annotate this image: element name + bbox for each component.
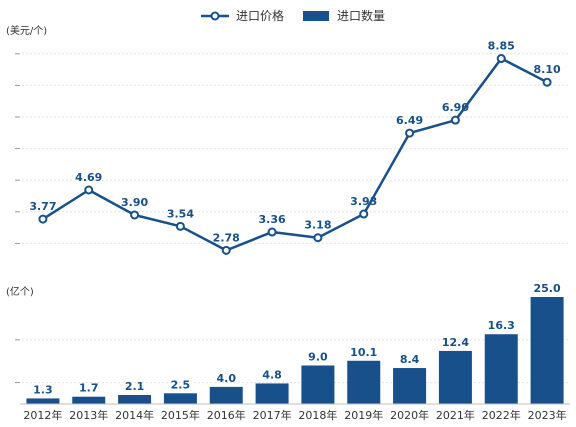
quantity-data-label: 4.0 xyxy=(217,372,237,385)
price-axis-ticks xyxy=(15,53,20,244)
quantity-gridlines xyxy=(22,339,570,384)
x-tick-label: 2023年 xyxy=(528,408,567,422)
legend: 进口价格 进口数量 xyxy=(201,8,385,23)
quantity-data-label: 9.0 xyxy=(308,350,328,363)
legend-item-quantity: 进口数量 xyxy=(303,8,385,23)
price-data-label: 6.90 xyxy=(442,101,469,114)
price-data-label: 3.77 xyxy=(29,200,56,213)
quantity-data-label: 12.4 xyxy=(442,336,469,349)
quantity-bar xyxy=(438,350,472,404)
price-data-labels: 3.77 4.69 3.90 3.54 2.78 3.36 3.18 3.93 6.49 6.90… xyxy=(29,40,561,245)
quantity-data-labels: 1.3 1.7 2.1 2.5 4.0 4.8 9.0 10.1 8.4 12.4 16.3 25.0 xyxy=(33,282,561,396)
price-data-label: 2.78 xyxy=(213,231,240,244)
price-data-label: 4.69 xyxy=(75,171,102,184)
x-tick-label: 2013年 xyxy=(69,408,108,422)
price-data-label: 3.18 xyxy=(304,219,331,232)
legend-label-price: 进口价格 xyxy=(236,8,284,23)
x-tick-label: 2021年 xyxy=(436,408,475,422)
price-data-label: 3.90 xyxy=(121,196,148,209)
price-data-label: 3.54 xyxy=(167,207,194,220)
quantity-data-label: 2.5 xyxy=(171,378,191,391)
quantity-bar xyxy=(209,386,243,404)
quantity-bar xyxy=(72,396,106,404)
quantity-data-label: 8.4 xyxy=(400,353,420,366)
price-point xyxy=(542,77,552,87)
price-data-label: 3.36 xyxy=(259,213,286,226)
price-series-line xyxy=(42,57,548,252)
quantity-data-label: 16.3 xyxy=(488,319,515,332)
price-data-label: 3.93 xyxy=(350,195,377,208)
quantity-data-label: 25.0 xyxy=(534,282,561,295)
quantity-bar xyxy=(484,334,518,404)
price-data-label: 8.85 xyxy=(488,40,515,53)
quantity-bar xyxy=(347,360,381,404)
quantity-bar xyxy=(393,368,427,404)
price-point xyxy=(450,115,460,125)
price-data-label: 8.10 xyxy=(534,63,561,76)
price-point xyxy=(496,54,506,64)
x-axis-tick-labels: 2012年 2013年 2014年 2015年 2016年 2017年 2018年 2019年… xyxy=(23,408,566,422)
x-tick-label: 2019年 xyxy=(344,408,383,422)
x-tick-label: 2016年 xyxy=(207,408,246,422)
quantity-bars xyxy=(26,297,564,404)
quantity-data-label: 1.7 xyxy=(79,382,99,395)
quantity-bar xyxy=(26,398,60,404)
price-point xyxy=(175,221,185,231)
quantity-bar xyxy=(163,393,197,404)
price-point xyxy=(405,128,415,138)
quantity-data-label: 2.1 xyxy=(125,380,145,393)
x-tick-label: 2022年 xyxy=(482,408,521,422)
x-tick-label: 2020年 xyxy=(390,408,429,422)
price-point xyxy=(84,185,94,195)
price-point xyxy=(221,245,231,255)
x-tick-label: 2014年 xyxy=(115,408,154,422)
quantity-bar xyxy=(118,395,152,404)
price-point xyxy=(38,214,48,224)
quantity-bar xyxy=(301,365,335,404)
price-points xyxy=(38,54,552,255)
x-tick-label: 2018年 xyxy=(298,408,337,422)
x-tick-label: 2015年 xyxy=(161,408,200,422)
quantity-unit-label: (亿个) xyxy=(6,285,34,298)
legend-item-price: 进口价格 xyxy=(201,8,284,23)
price-line-chart: (美元/个) 3.77 4.69 3.90 3.54 2.78 3.36 3.18 3.93 6… xyxy=(6,24,570,255)
quantity-data-label: 10.1 xyxy=(350,346,377,359)
price-point xyxy=(313,233,323,243)
quantity-bar xyxy=(255,383,289,404)
quantity-bar-chart: (亿个) 1.3 1.7 2.1 2.5 4.0 4.8 9.0 10.1 8.4 12.4 16.… xyxy=(6,282,570,422)
quantity-data-label: 1.3 xyxy=(33,383,53,396)
quantity-bar xyxy=(530,297,564,404)
price-point xyxy=(359,209,369,219)
x-tick-label: 2017年 xyxy=(253,408,292,422)
price-unit-label: (美元/个) xyxy=(6,24,47,37)
price-gridlines xyxy=(22,53,570,244)
price-point xyxy=(267,227,277,237)
legend-label-quantity: 进口数量 xyxy=(337,8,385,23)
price-point xyxy=(130,210,140,220)
quantity-axis-ticks xyxy=(15,339,20,384)
price-data-label: 6.49 xyxy=(396,114,423,127)
quantity-data-label: 4.8 xyxy=(262,368,282,381)
x-tick-label: 2012年 xyxy=(23,408,62,422)
